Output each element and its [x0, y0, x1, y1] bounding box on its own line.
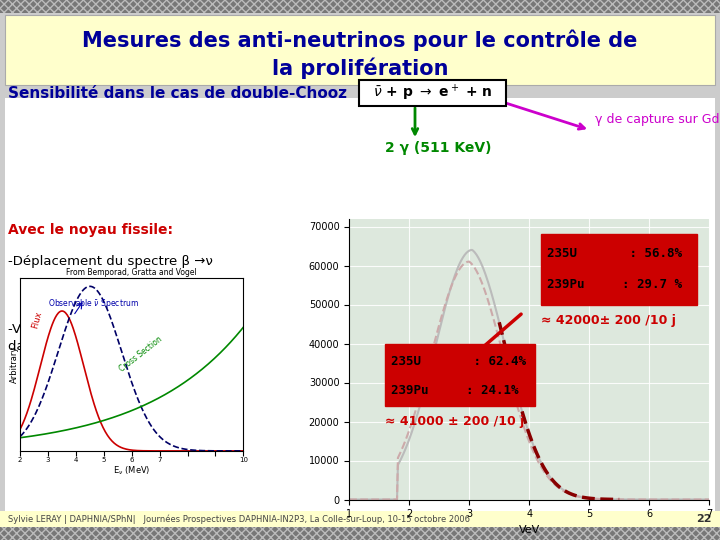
Text: Avec le noyau fissile:: Avec le noyau fissile: [8, 223, 173, 237]
Bar [5, 15, 715, 85]
Text: 2 γ (511 KeV): 2 γ (511 KeV) [385, 141, 492, 155]
Text: ≈ 42000± 200 /10 j: ≈ 42000± 200 /10 j [541, 314, 676, 327]
Y-axis label: Arbitrary: Arbitrary [10, 346, 19, 383]
FancyBboxPatch shape [385, 343, 535, 406]
Text: 235U       : 56.8%: 235U : 56.8% [547, 247, 683, 260]
Text: Sensibilité dans le cas de double-Chooz: Sensibilité dans le cas de double-Chooz [8, 86, 347, 102]
FancyBboxPatch shape [359, 80, 506, 106]
Bar [0, 527, 720, 540]
X-axis label: E$_\nu$ (MeV): E$_\nu$ (MeV) [113, 464, 150, 477]
Text: -Variation du taux de comptage: -Variation du taux de comptage [8, 323, 219, 336]
Text: la prolifération: la prolifération [271, 57, 449, 79]
Text: dans le détecteur: dans le détecteur [8, 341, 125, 354]
Text: γ de capture sur Gd: γ de capture sur Gd [595, 113, 719, 126]
Text: Flux: Flux [30, 310, 43, 329]
X-axis label: VeV: VeV [518, 525, 540, 535]
FancyBboxPatch shape [541, 234, 697, 305]
Text: 22: 22 [696, 514, 712, 524]
Bar [0, 0, 720, 13]
Bar [0, 511, 720, 527]
Text: 239Pu     : 24.1%: 239Pu : 24.1% [391, 384, 518, 397]
Text: Observable $\bar{\nu}$ Spectrum: Observable $\bar{\nu}$ Spectrum [48, 297, 139, 310]
Text: 239Pu     : 29.7 %: 239Pu : 29.7 % [547, 279, 683, 292]
Text: ≈ 41000 ± 200 /10 j: ≈ 41000 ± 200 /10 j [385, 415, 524, 428]
Text: 235U       : 62.4%: 235U : 62.4% [391, 355, 526, 368]
Bar [0, 0, 720, 13]
Bar [5, 98, 715, 513]
Text: Mesures des anti-neutrinos pour le contrôle de: Mesures des anti-neutrinos pour le contr… [82, 29, 638, 51]
Text: $\bar{\nu}$ + p $\rightarrow$ e$^+$ + n: $\bar{\nu}$ + p $\rightarrow$ e$^+$ + n [373, 83, 492, 103]
Bar [0, 527, 720, 540]
Text: -Déplacement du spectre β →ν: -Déplacement du spectre β →ν [8, 255, 213, 268]
Text: Sylvie LERAY | DAPHNIA/SPhN|   Journées Prospectives DAPHNIA-IN2P3, La Colle-sur: Sylvie LERAY | DAPHNIA/SPhN| Journées Pr… [8, 514, 470, 524]
Text: Cross Section: Cross Section [118, 335, 164, 374]
Title: From Bemporad, Gratta and Vogel: From Bemporad, Gratta and Vogel [66, 268, 197, 278]
